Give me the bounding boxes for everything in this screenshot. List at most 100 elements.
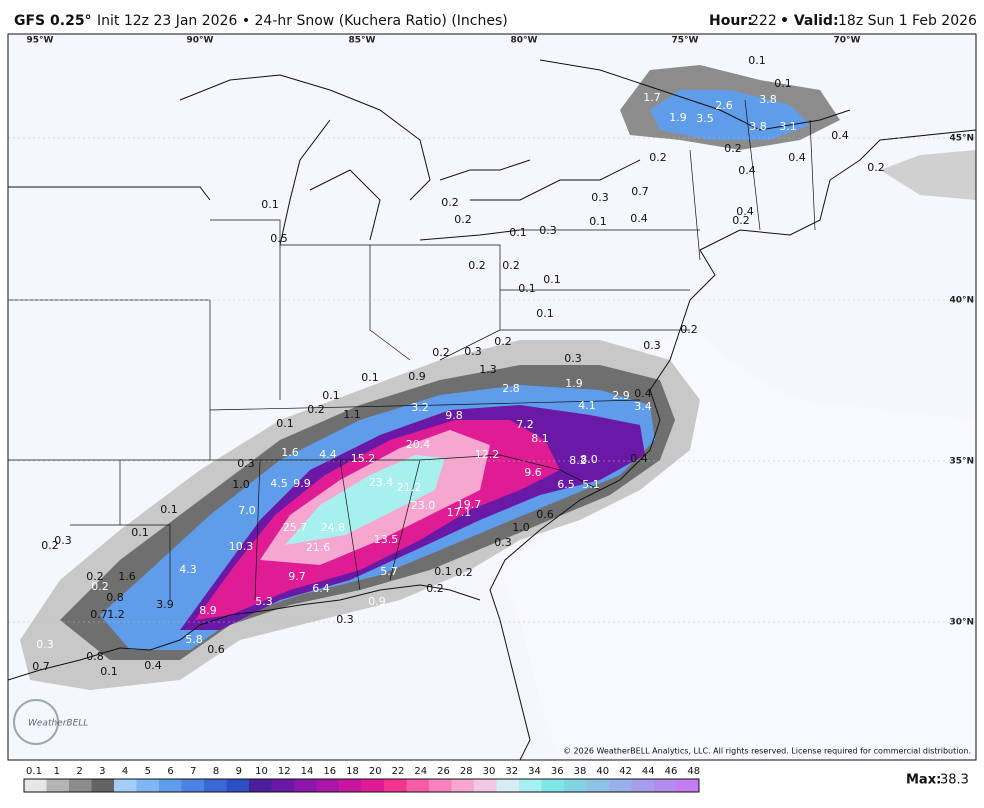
snow-amount-label: 0.9 [368, 595, 386, 608]
snow-ocean-light [880, 150, 976, 200]
snow-amount-label: 10.3 [229, 540, 254, 553]
colorbar-tick-label: 18 [346, 766, 359, 777]
snow-amount-label: 24.8 [321, 521, 346, 534]
colorbar-swatch [226, 779, 249, 792]
snow-amount-label: 0.1 [774, 77, 792, 90]
logo: WeatherBELL [13, 699, 88, 745]
snow-amount-label: 3.8 [749, 120, 767, 133]
snow-amount-label: 0.3 [643, 339, 661, 352]
snow-amount-label: 0.6 [536, 508, 554, 521]
snow-amount-label: 0.6 [207, 643, 225, 656]
snow-amount-label: 0.2 [732, 214, 750, 227]
snow-amount-label: 15.2 [351, 452, 376, 465]
snow-amount-label: 0.1 [160, 503, 178, 516]
snow-amount-label: 1.2 [107, 608, 125, 621]
snow-amount-label: 5.3 [255, 595, 273, 608]
colorbar-swatch [24, 779, 47, 792]
snow-amount-label: 1.1 [343, 408, 361, 421]
snow-amount-label: 1.0 [232, 478, 250, 491]
snow-amount-label: 0.2 [441, 196, 459, 209]
colorbar-swatch [429, 779, 452, 792]
snow-amount-label: 0.3 [54, 534, 72, 547]
colorbar-swatch [541, 779, 564, 792]
colorbar-tick-label: 6 [167, 766, 173, 777]
colorbar-tick-label: 36 [551, 766, 564, 777]
max-label: Max: [906, 773, 941, 788]
snow-amount-label: 0.1 [543, 273, 561, 286]
longitude-label: 75°W [672, 36, 699, 46]
snow-amount-label: 0.1 [748, 54, 766, 67]
colorbar-swatch [339, 779, 362, 792]
colorbar-swatch [654, 779, 677, 792]
state-borders [8, 99, 816, 601]
snow-amount-label: 0.9 [408, 370, 426, 383]
snow-amount-label: 9.8 [445, 409, 463, 422]
colorbar-swatch [159, 779, 182, 792]
snow-amount-label: 2.8 [502, 382, 520, 395]
snow-amount-label: 0.4 [630, 212, 648, 225]
snow-amount-label: 3.8 [759, 93, 777, 106]
snow-amount-label: 0.2 [680, 323, 698, 336]
description: Init 12z 23 Jan 2026 • 24-hr Snow (Kuche… [97, 13, 508, 29]
snow-amount-label: 21.6 [306, 541, 331, 554]
colorbar-tick-label: 14 [301, 766, 314, 777]
colorbar-swatch [676, 779, 699, 792]
snow-amount-label: 6.4 [312, 582, 330, 595]
snow-amount-label: 0.1 [100, 665, 118, 678]
snow-amount-label: 8.1 [531, 432, 549, 445]
logo-text: WeatherBELL [28, 719, 88, 729]
copyright: © 2026 WeatherBELL Analytics, LLC. All r… [563, 747, 971, 756]
snow-amount-label: 0.4 [736, 205, 754, 218]
snow-amount-label: 9.6 [524, 466, 542, 479]
snow-amount-label: 8.2 [569, 454, 587, 467]
colorbar-tick-label: 9 [236, 766, 242, 777]
snow-amount-label: 0.1 [518, 282, 536, 295]
snow-amount-label: 0.2 [432, 346, 450, 359]
snow-amount-label: 19.7 [457, 498, 482, 511]
snow-amount-label: 2.9 [612, 389, 630, 402]
colorbar-tick-label: 26 [437, 766, 450, 777]
snow-amount-label: 4.5 [270, 477, 288, 490]
snow-amount-label: 0.4 [788, 151, 806, 164]
colorbar-swatch [114, 779, 137, 792]
snow-amount-label: 1.9 [669, 111, 687, 124]
snow-amount-label: 3.2 [411, 401, 429, 414]
longitude-label: 70°W [834, 36, 861, 46]
snow-amount-label: 3.9 [156, 598, 174, 611]
hour-label: Hour: [709, 13, 753, 29]
colorbar-swatch [361, 779, 384, 792]
latitude-label: 35°N [949, 457, 974, 467]
snow-amount-label: 23.4 [369, 476, 394, 489]
snow-amount-label: 0.3 [36, 638, 54, 651]
map-frame [7, 33, 977, 761]
snow-amount-label: 0.1 [276, 417, 294, 430]
snow-amount-label: 0.7 [631, 185, 649, 198]
ocean [500, 330, 976, 760]
snow-amount-label: 13.5 [374, 533, 399, 546]
colorbar-tick-label: 2 [76, 766, 82, 777]
snow-amount-label: 0.2 [724, 142, 742, 155]
snow-amount-label: 0.2 [468, 259, 486, 272]
colorbar-swatch [136, 779, 159, 792]
colorbar-swatch [564, 779, 587, 792]
colorbar-tick-label: 46 [665, 766, 678, 777]
longitude-label: 80°W [511, 36, 538, 46]
snow-amount-label: 4.4 [319, 448, 337, 461]
snow-amount-label: 0.1 [131, 526, 149, 539]
colorbar-swatch [249, 779, 272, 792]
colorbar-tick-label: 40 [596, 766, 609, 777]
snow-amount-label: 0.2 [455, 566, 473, 579]
snow-amount-label: 0.2 [494, 335, 512, 348]
colorbar-swatch [181, 779, 204, 792]
model-name: GFS 0.25° [14, 13, 92, 29]
colorbar-swatch [204, 779, 227, 792]
colorbar-tick-label: 32 [505, 766, 518, 777]
colorbar-tick-label: 38 [574, 766, 587, 777]
colorbar-swatch [609, 779, 632, 792]
snow-amount-label: 0.8 [106, 591, 124, 604]
colorbar-frame [23, 778, 700, 793]
snow-amount-label: 20.4 [406, 438, 431, 451]
colorbar-swatch [496, 779, 519, 792]
colorbar-tick-label: 22 [392, 766, 405, 777]
snow-amount-label: 5.7 [380, 565, 398, 578]
